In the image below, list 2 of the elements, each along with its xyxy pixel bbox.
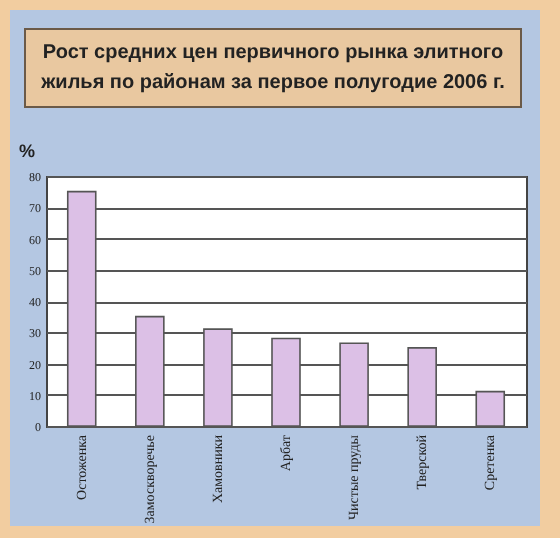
chart-title: Рост средних цен первичного рынка элитного жилья по районам за первое полугодие 2006 г.	[24, 28, 522, 108]
y-axis-title: %	[19, 141, 36, 161]
